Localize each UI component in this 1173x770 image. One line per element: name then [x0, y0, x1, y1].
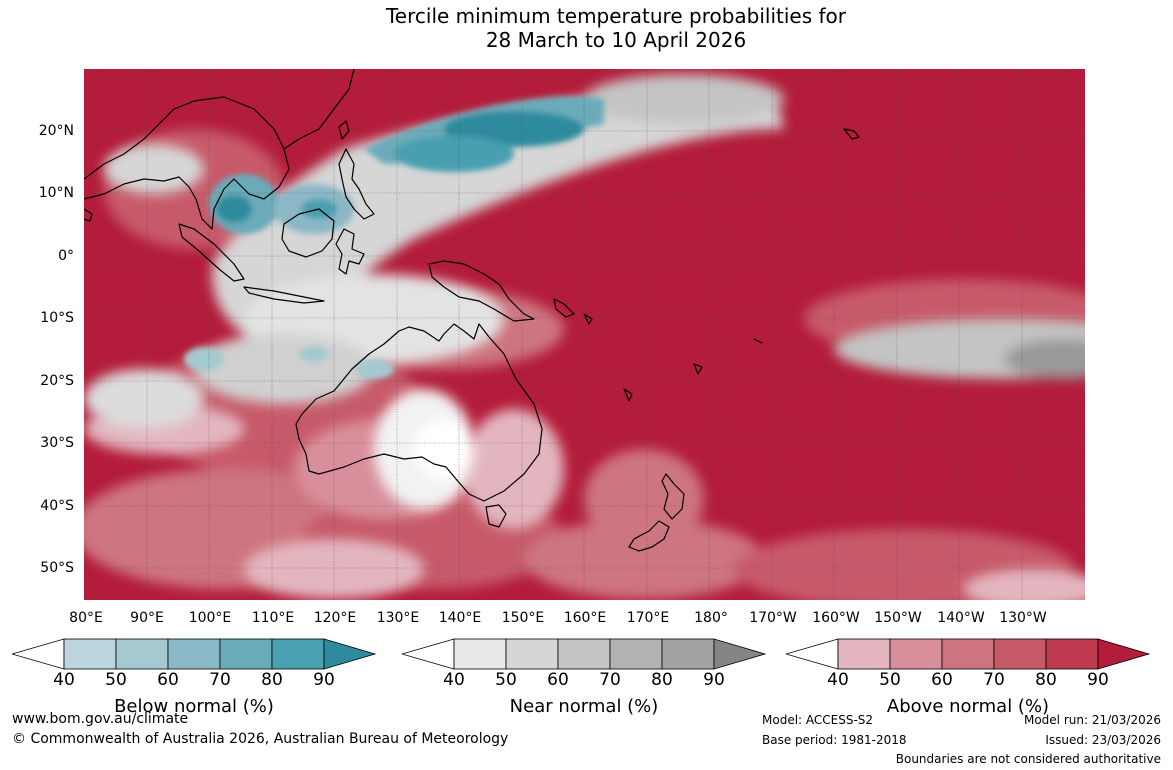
cb-above-seg-2	[889, 638, 943, 670]
lon-label-130e: 130°E	[376, 610, 420, 626]
cb-near-seg-3	[557, 638, 611, 670]
colorbar-label-near: Near normal (%)	[509, 696, 659, 717]
new-zealand-south-coastline	[628, 520, 670, 552]
tasmania-coastline	[485, 504, 507, 528]
graticule	[84, 69, 1085, 600]
coastlines	[84, 69, 860, 552]
cb-above-tick-80: 80	[1035, 670, 1057, 690]
sumatra-coastline	[178, 223, 245, 282]
cb-above-tick-90: 90	[1087, 670, 1109, 690]
cb-near-tick-90: 90	[703, 670, 725, 690]
lon-label-140w: 140°W	[937, 610, 985, 626]
cb-below-tick-90: 90	[313, 670, 335, 690]
colorbar-label-above: Above normal (%)	[886, 696, 1050, 717]
near-normal-region	[84, 74, 1085, 509]
lon-label-120e: 120°E	[313, 610, 357, 626]
cb-near-tick-40: 40	[443, 670, 465, 690]
lon-label-150w: 150°W	[874, 610, 922, 626]
website-link[interactable]: www.bom.gov.au/climate	[12, 711, 189, 727]
lon-label-140e: 140°E	[438, 610, 482, 626]
borneo-coastline	[281, 208, 335, 258]
australia-coastline	[295, 323, 543, 502]
sri-lanka-coastline	[84, 208, 93, 222]
cb-below-seg-4	[219, 638, 273, 670]
new-guinea-coastline	[428, 260, 535, 322]
lon-label-150e: 150°E	[501, 610, 545, 626]
colorbar-below-normal	[12, 638, 376, 670]
cb-above-seg-3	[941, 638, 995, 670]
map-title-line1: Tercile minimum temperature probabilitie…	[385, 4, 847, 28]
lon-label-160e: 160°E	[563, 610, 607, 626]
lon-label-170e: 170°E	[626, 610, 670, 626]
new-zealand-north-coastline	[661, 473, 685, 520]
cb-below-tick-40: 40	[53, 670, 75, 690]
cb-near-seg-2	[505, 638, 559, 670]
taiwan-coastline	[338, 120, 350, 140]
cb-near-seg-0	[402, 638, 455, 670]
colorbar-above-normal	[786, 638, 1150, 670]
cb-below-seg-6	[323, 638, 376, 670]
model-run-text: Model run: 21/03/2026	[1023, 713, 1161, 727]
china-coastline	[283, 69, 355, 150]
java-coastline	[243, 286, 325, 304]
lon-label-160w: 160°W	[812, 610, 860, 626]
cb-above-seg-4	[993, 638, 1047, 670]
lon-label-80e: 80°E	[69, 610, 103, 626]
map-title: Tercile minimum temperature probabilitie…	[0, 4, 1173, 52]
pacific-islands-coastline	[553, 128, 860, 402]
probability-map	[84, 69, 1085, 600]
cb-above-seg-0	[786, 638, 839, 670]
cb-below-tick-80: 80	[261, 670, 283, 690]
lon-label-90e: 90°E	[130, 610, 164, 626]
lat-label-10n: 10°N	[38, 185, 74, 201]
lon-label-170w: 170°W	[749, 610, 797, 626]
lon-label-110e: 110°E	[251, 610, 295, 626]
cb-above-tick-70: 70	[983, 670, 1005, 690]
lat-label-20n: 20°N	[38, 123, 74, 139]
sulawesi-coastline	[335, 228, 365, 275]
cb-below-tick-60: 60	[157, 670, 179, 690]
cb-above-seg-5	[1045, 638, 1099, 670]
lat-label-0: 0°	[58, 248, 74, 264]
cb-above-tick-60: 60	[931, 670, 953, 690]
copyright-text: © Commonwealth of Australia 2026, Austra…	[12, 731, 509, 747]
cb-near-seg-1	[453, 638, 507, 670]
cb-near-tick-50: 50	[495, 670, 517, 690]
issued-text: Issued: 23/03/2026	[1045, 733, 1161, 747]
cb-below-seg-0	[12, 638, 65, 670]
cb-above-seg-6	[1097, 638, 1150, 670]
cb-near-seg-6	[713, 638, 766, 670]
lat-label-40s: 40°S	[40, 498, 74, 514]
cb-near-seg-5	[661, 638, 715, 670]
cb-above-tick-50: 50	[879, 670, 901, 690]
cb-below-tick-70: 70	[209, 670, 231, 690]
map-title-line2: 28 March to 10 April 2026	[485, 28, 747, 52]
cb-above-seg-1	[837, 638, 891, 670]
cb-near-tick-80: 80	[651, 670, 673, 690]
cb-below-tick-50: 50	[105, 670, 127, 690]
asia-mainland-coastline	[84, 96, 290, 230]
cb-near-seg-4	[609, 638, 663, 670]
colorbar-label-below: Below normal (%)	[114, 696, 274, 717]
model-text: Model: ACCESS-S2	[762, 713, 874, 727]
cb-near-tick-60: 60	[547, 670, 569, 690]
lon-label-180: 180°	[694, 610, 728, 626]
cb-below-seg-1	[63, 638, 117, 670]
philippines-coastline	[338, 148, 375, 220]
cb-near-tick-70: 70	[599, 670, 621, 690]
lat-label-50s: 50°S	[40, 560, 74, 576]
lon-label-100e: 100°E	[188, 610, 232, 626]
lat-label-10s: 10°S	[40, 310, 74, 326]
lat-label-30s: 30°S	[40, 435, 74, 451]
cb-below-seg-5	[271, 638, 325, 670]
cb-below-seg-2	[115, 638, 169, 670]
lat-label-20s: 20°S	[40, 373, 74, 389]
lon-label-130w: 130°W	[999, 610, 1047, 626]
base-period-text: Base period: 1981-2018	[762, 733, 907, 747]
below-normal-region	[184, 96, 604, 379]
cb-above-tick-40: 40	[827, 670, 849, 690]
cb-below-seg-3	[167, 638, 221, 670]
disclaimer-text: Boundaries are not considered authoritat…	[895, 752, 1161, 766]
colorbar-near-normal	[402, 638, 766, 670]
